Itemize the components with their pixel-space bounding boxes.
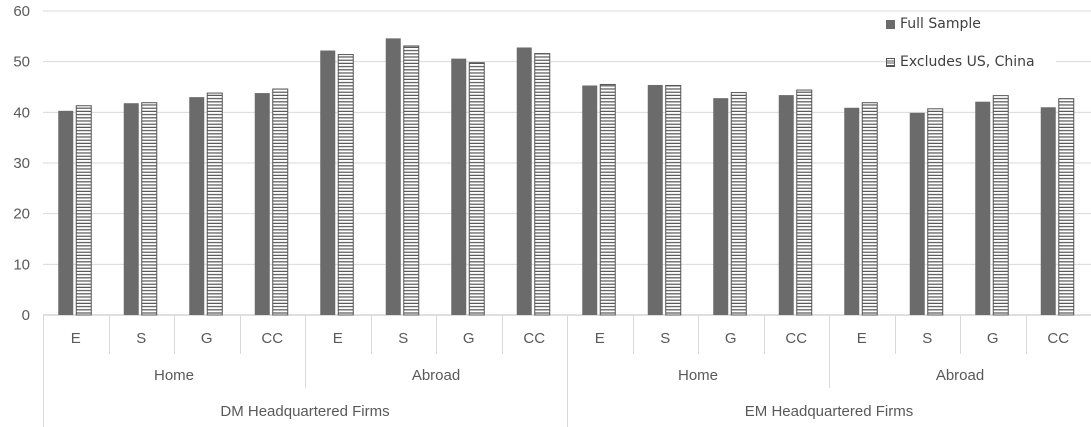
bar-full-sample-dm-headquartered-firms-home-g xyxy=(189,97,205,315)
x-tick-label-s: S xyxy=(398,330,408,347)
bar-full-sample-dm-headquartered-firms-home-cc xyxy=(254,93,270,315)
x-tick-label-g: G xyxy=(463,330,475,347)
legend-swatch-excludes-us-china xyxy=(886,57,895,67)
y-tick-label-20: 20 xyxy=(13,206,30,223)
bar-excludes-us-china-dm-headquartered-firms-abroad-s xyxy=(403,45,420,316)
bar-full-sample-em-headquartered-firms-home-cc xyxy=(778,95,794,316)
bar-full-sample-em-headquartered-firms-abroad-s xyxy=(909,112,925,315)
subgroup-label-em-headquartered-firms-abroad: Abroad xyxy=(936,367,984,384)
legend-item-full-sample: Full Sample xyxy=(886,14,1056,34)
bar-full-sample-dm-headquartered-firms-abroad-s xyxy=(385,38,401,316)
y-axis-tick-labels: 0 10 20 30 40 50 60 xyxy=(13,3,30,324)
x-tick-label-cc: CC xyxy=(785,330,807,347)
bar-excludes-us-china-dm-headquartered-firms-home-g xyxy=(206,92,223,316)
bar-excludes-us-china-dm-headquartered-firms-abroad-g xyxy=(468,62,485,316)
bar-full-sample-em-headquartered-firms-home-s xyxy=(647,84,663,316)
bar-full-sample-em-headquartered-firms-abroad-e xyxy=(844,107,860,315)
bar-excludes-us-china-dm-headquartered-firms-abroad-e xyxy=(337,54,354,316)
bar-full-sample-dm-headquartered-firms-abroad-e xyxy=(320,50,336,316)
bar-excludes-us-china-em-headquartered-firms-home-e xyxy=(599,83,616,316)
bar-full-sample-dm-headquartered-firms-home-s xyxy=(123,103,139,315)
bar-excludes-us-china-em-headquartered-firms-abroad-g xyxy=(992,95,1009,316)
x-tick-label-s: S xyxy=(922,330,932,347)
bar-full-sample-dm-headquartered-firms-abroad-cc xyxy=(516,47,532,315)
bar-excludes-us-china-dm-headquartered-firms-home-cc xyxy=(272,88,289,316)
bar-excludes-us-china-dm-headquartered-firms-abroad-cc xyxy=(534,53,551,316)
legend-swatch-full-sample xyxy=(886,19,895,29)
y-tick-label-40: 40 xyxy=(13,104,30,121)
bar-excludes-us-china-dm-headquartered-firms-home-s xyxy=(141,102,158,316)
bar-excludes-us-china-em-headquartered-firms-abroad-s xyxy=(927,108,944,316)
x-tick-label-e: E xyxy=(71,330,81,347)
y-tick-label-60: 60 xyxy=(13,3,30,20)
legend-label-excludes-us-china: Excludes US, China xyxy=(900,54,1035,70)
bar-full-sample-em-headquartered-firms-abroad-g xyxy=(975,101,991,316)
x-axis: E S G CC E S G CC E S G CC E S G CC Home Abroad Home Abroad… xyxy=(43,315,1069,427)
x-tick-label-cc: CC xyxy=(1047,330,1069,347)
x-tick-label-s: S xyxy=(136,330,146,347)
bar-excludes-us-china-em-headquartered-firms-home-cc xyxy=(796,89,813,316)
bars xyxy=(58,38,1075,316)
bar-excludes-us-china-dm-headquartered-firms-home-e xyxy=(75,105,92,316)
bar-full-sample-em-headquartered-firms-home-g xyxy=(713,98,729,315)
y-tick-label-0: 0 xyxy=(22,307,30,324)
bar-full-sample-dm-headquartered-firms-abroad-g xyxy=(451,58,467,315)
x-tick-label-e: E xyxy=(333,330,343,347)
x-tick-label-g: G xyxy=(725,330,737,347)
y-tick-label-50: 50 xyxy=(13,54,30,71)
bar-excludes-us-china-em-headquartered-firms-home-g xyxy=(730,92,747,316)
bar-full-sample-dm-headquartered-firms-home-e xyxy=(58,110,74,316)
subgroup-label-em-headquartered-firms-home: Home xyxy=(678,367,718,384)
legend: Full Sample Excludes US, China xyxy=(886,14,1056,90)
bar-full-sample-em-headquartered-firms-abroad-cc xyxy=(1040,107,1056,316)
bar-excludes-us-china-em-headquartered-firms-home-s xyxy=(665,84,682,316)
legend-item-excludes-us-china: Excludes US, China xyxy=(886,52,1056,72)
x-tick-label-cc: CC xyxy=(261,330,283,347)
subgroup-label-dm-headquartered-firms-abroad: Abroad xyxy=(412,367,460,384)
bar-excludes-us-china-em-headquartered-firms-abroad-e xyxy=(861,102,878,316)
y-tick-label-10: 10 xyxy=(13,256,30,273)
legend-label-full-sample: Full Sample xyxy=(900,16,981,32)
x-tick-label-g: G xyxy=(201,330,213,347)
x-tick-label-e: E xyxy=(857,330,867,347)
y-tick-label-30: 30 xyxy=(13,155,30,172)
group-label-em-headquartered-firms: EM Headquartered Firms xyxy=(745,403,913,420)
x-tick-label-g: G xyxy=(987,330,999,347)
bar-excludes-us-china-em-headquartered-firms-abroad-cc xyxy=(1058,98,1075,316)
x-tick-label-cc: CC xyxy=(523,330,545,347)
bar-full-sample-em-headquartered-firms-home-e xyxy=(582,85,598,315)
group-label-dm-headquartered-firms: DM Headquartered Firms xyxy=(220,403,389,420)
subgroup-label-dm-headquartered-firms-home: Home xyxy=(154,367,194,384)
x-tick-label-e: E xyxy=(595,330,605,347)
x-tick-label-s: S xyxy=(660,330,670,347)
